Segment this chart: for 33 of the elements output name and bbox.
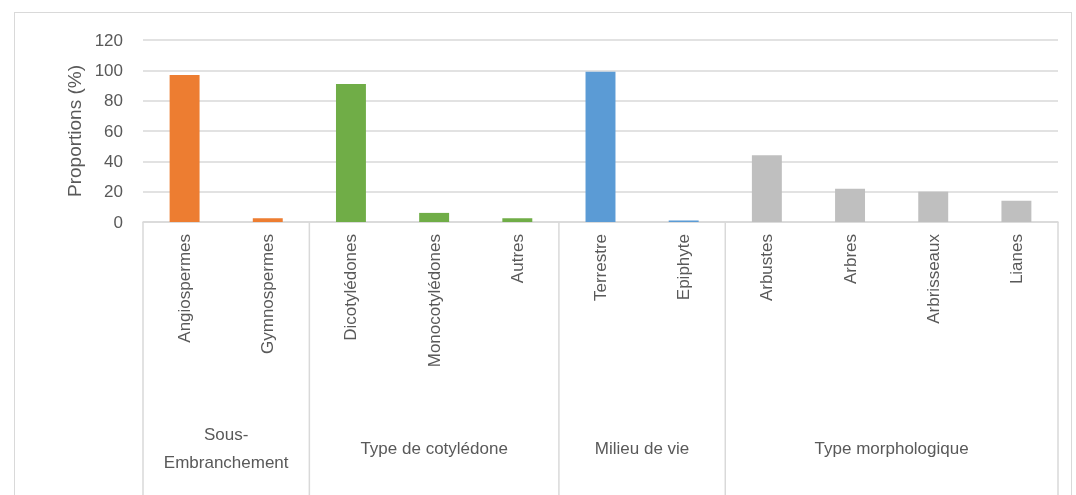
- y-tick-label: 60: [104, 121, 123, 141]
- text: Milieu de vie: [594, 438, 690, 458]
- text: Sous-Embranchement: [163, 424, 289, 472]
- x-tick-label: Monocotylédones: [424, 234, 444, 368]
- bar: [835, 188, 866, 222]
- y-tick-label: 80: [104, 91, 123, 111]
- x-tick-label: Terrestre: [591, 234, 610, 302]
- text: Type morphologique: [814, 438, 969, 458]
- y-axis-title: Proportions (%): [63, 65, 85, 197]
- x-tick-label: Dicotylédones: [341, 234, 361, 341]
- bar: [751, 155, 782, 222]
- bar: [335, 83, 366, 222]
- x-tick-label: Arbres: [840, 234, 860, 285]
- y-tick-label: 0: [113, 212, 123, 232]
- x-tick-label: Gymnospermes: [258, 234, 278, 354]
- bar: [585, 71, 616, 222]
- x-tick-label: Arbrisseaux: [923, 233, 943, 324]
- text: Type de cotylédone: [360, 438, 508, 458]
- x-tick-label: Lianes: [1006, 234, 1026, 285]
- bar: [502, 218, 533, 222]
- y-tick-label: 40: [104, 151, 123, 171]
- y-tick-label: 120: [94, 30, 123, 50]
- y-tick-label: 100: [94, 60, 123, 80]
- bar: [419, 212, 450, 222]
- x-tick-label: Autres: [507, 234, 527, 284]
- bar: [252, 218, 283, 222]
- bar: [918, 191, 949, 222]
- bar: [1001, 200, 1032, 222]
- x-tick-label: Epiphyte: [674, 234, 694, 301]
- x-tick-label: Angiospermes: [175, 234, 195, 343]
- x-tick-label: Arbustes: [757, 234, 777, 302]
- bar: [169, 74, 200, 222]
- y-tick-label: 20: [104, 182, 123, 202]
